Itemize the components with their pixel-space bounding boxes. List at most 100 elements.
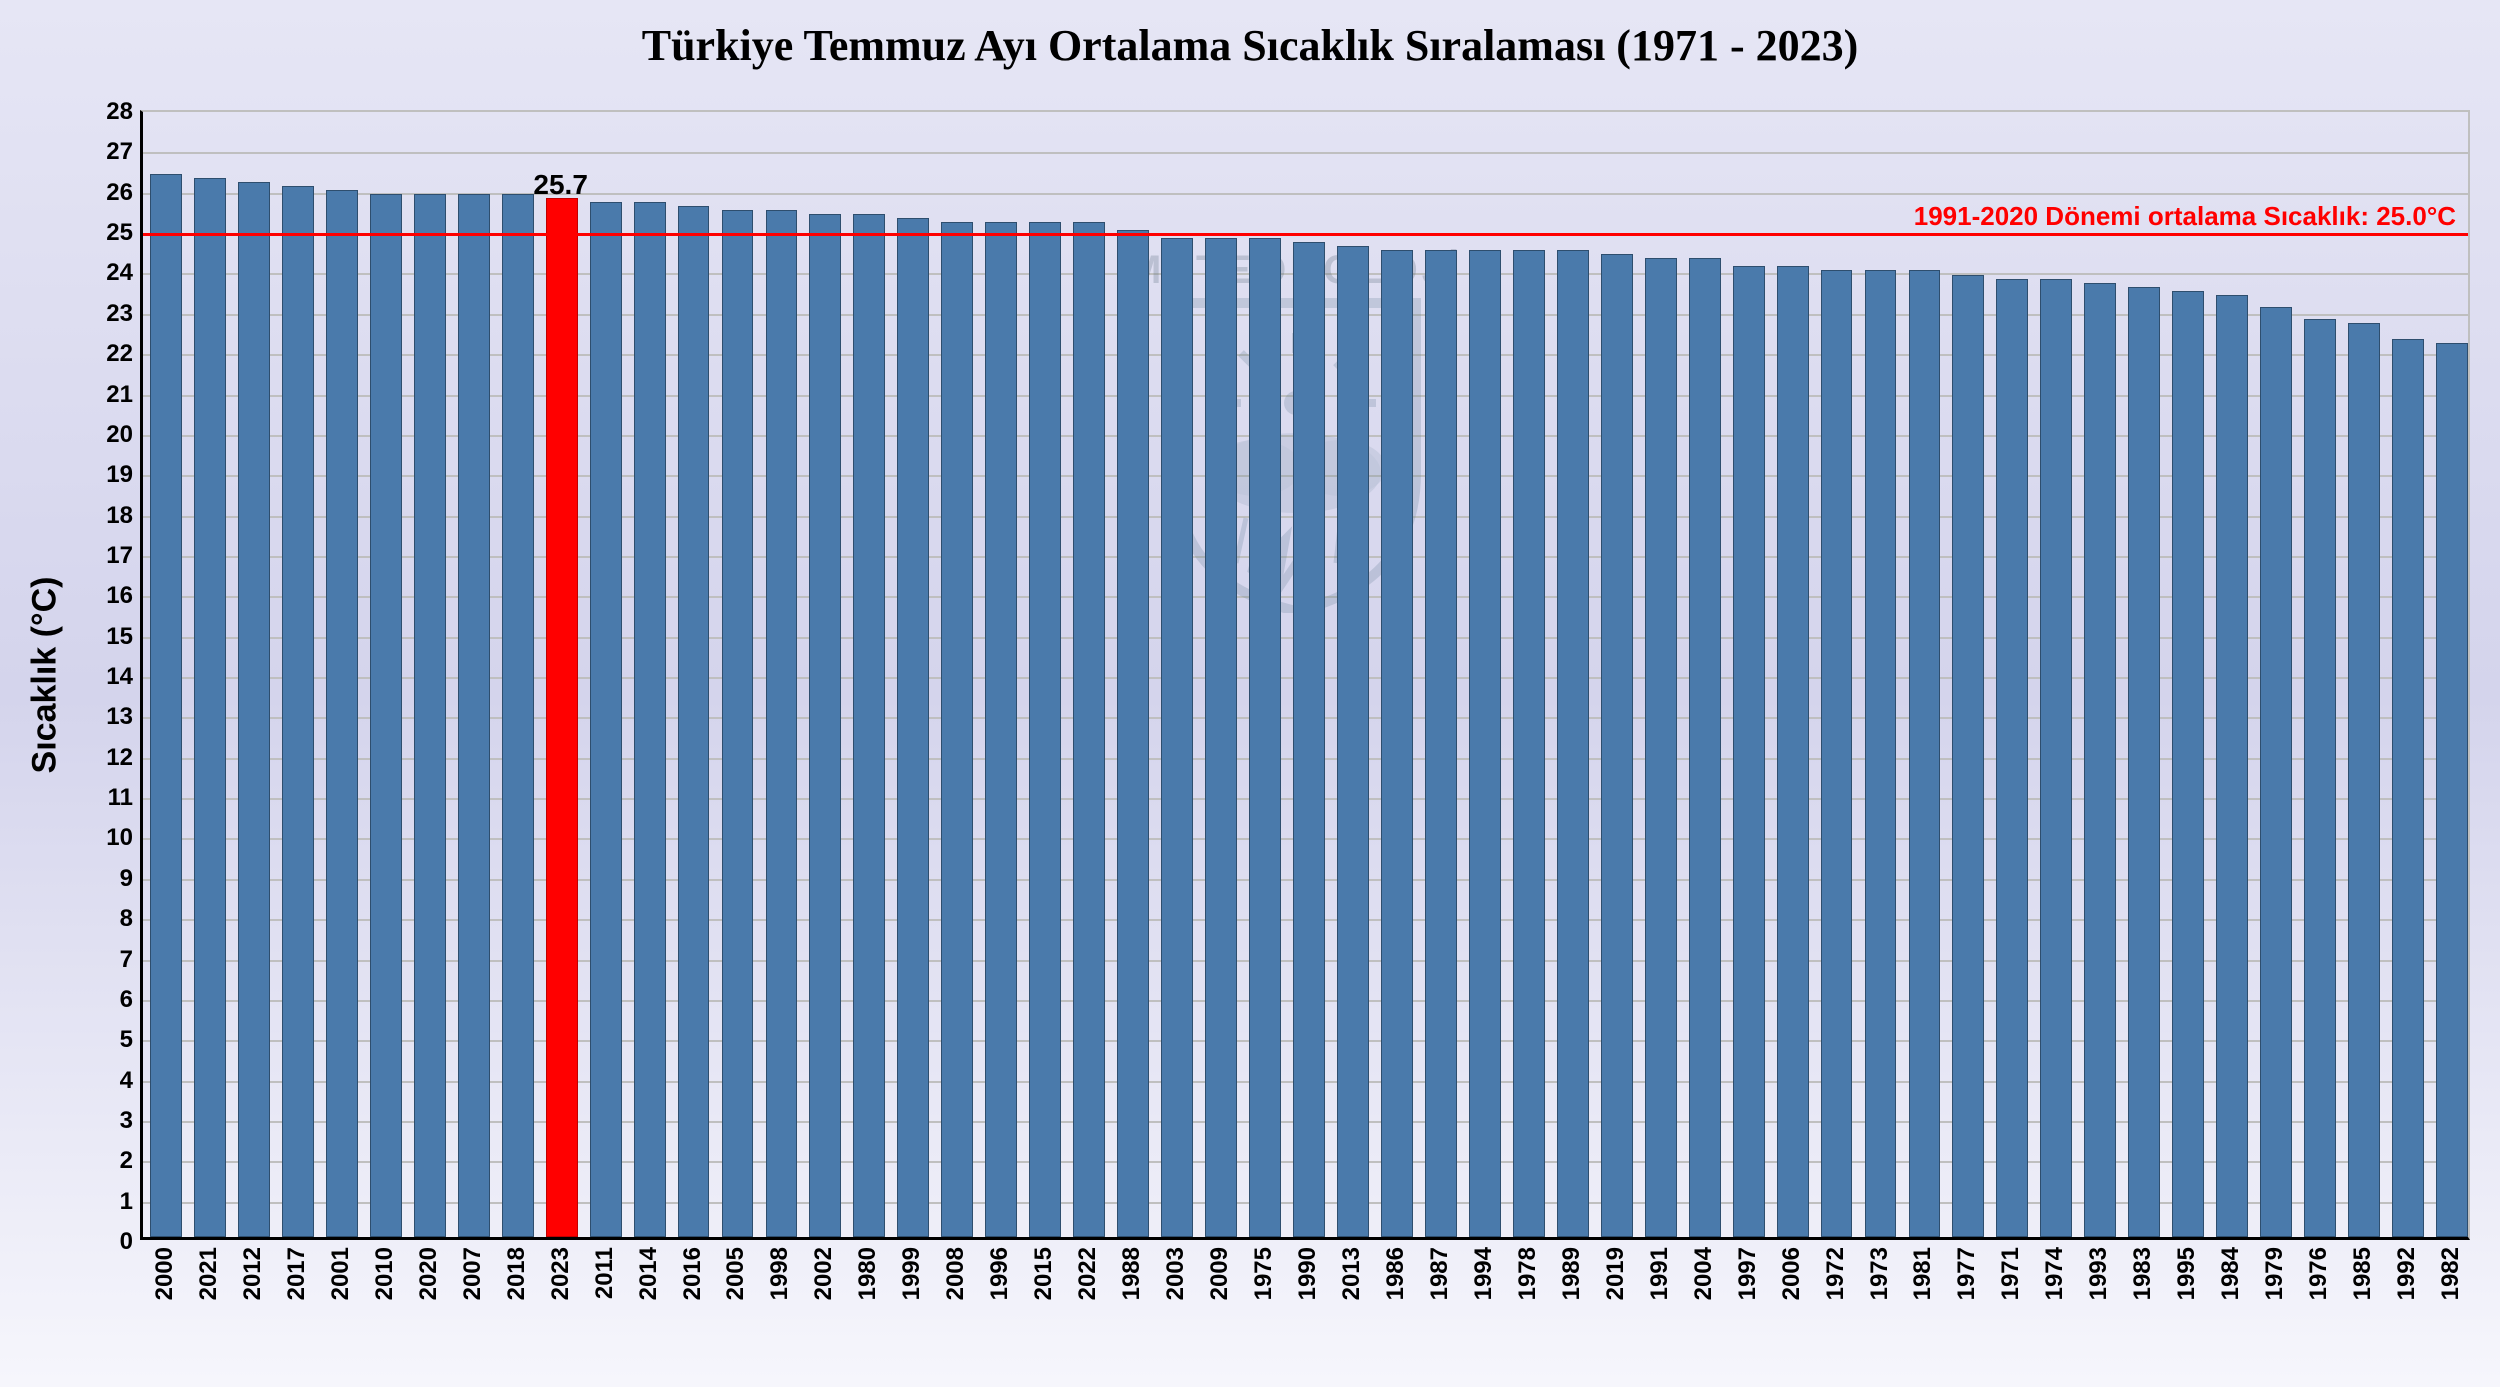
bar xyxy=(2304,319,2336,1237)
x-tick-label: 2007 xyxy=(459,1247,487,1300)
bar xyxy=(458,194,490,1237)
y-tick-label: 20 xyxy=(106,421,143,449)
y-tick-label: 1 xyxy=(120,1188,143,1216)
bar xyxy=(1513,250,1545,1237)
x-tick-label: 2006 xyxy=(1778,1247,1806,1300)
y-tick-label: 27 xyxy=(106,138,143,166)
x-tick-label: 1975 xyxy=(1250,1247,1278,1300)
x-tick-label: 2001 xyxy=(327,1247,355,1300)
x-tick-label: 1994 xyxy=(1470,1247,1498,1300)
x-tick-label: 1985 xyxy=(2349,1247,2377,1300)
bar xyxy=(282,186,314,1237)
plot-area: METEOROLOJİ xyxy=(140,110,2470,1240)
x-tick-label: 2008 xyxy=(942,1247,970,1300)
bar xyxy=(1601,254,1633,1237)
x-tick-label: 2023 xyxy=(547,1247,575,1300)
bar xyxy=(414,194,446,1237)
bar xyxy=(1381,250,1413,1237)
x-tick-label: 1993 xyxy=(2085,1247,2113,1300)
x-tick-label: 1980 xyxy=(854,1247,882,1300)
x-tick-label: 2004 xyxy=(1690,1247,1718,1300)
x-tick-label: 2013 xyxy=(1338,1247,1366,1300)
x-tick-label: 1988 xyxy=(1118,1247,1146,1300)
y-tick-label: 2 xyxy=(120,1147,143,1175)
x-tick-label: 1990 xyxy=(1294,1247,1322,1300)
bar xyxy=(1469,250,1501,1237)
bar xyxy=(2260,307,2292,1237)
x-tick-label: 1971 xyxy=(1997,1247,2025,1300)
y-tick-label: 24 xyxy=(106,259,143,287)
temperature-ranking-chart: Türkiye Temmuz Ayı Ortalama Sıcaklık Sır… xyxy=(0,0,2500,1387)
bar xyxy=(1996,279,2028,1237)
x-tick-label: 2000 xyxy=(151,1247,179,1300)
x-tick-label: 2012 xyxy=(239,1247,267,1300)
bar xyxy=(238,182,270,1237)
bar xyxy=(1557,250,1589,1237)
bar xyxy=(2040,279,2072,1237)
x-tick-label: 1972 xyxy=(1822,1247,1850,1300)
bar xyxy=(1425,250,1457,1237)
bar xyxy=(1249,238,1281,1237)
x-tick-label: 1973 xyxy=(1866,1247,1894,1300)
bar xyxy=(150,174,182,1237)
bar xyxy=(2216,295,2248,1237)
x-tick-label: 1983 xyxy=(2129,1247,2157,1300)
x-tick-label: 2018 xyxy=(503,1247,531,1300)
bar xyxy=(1293,242,1325,1237)
bar xyxy=(809,214,841,1237)
highlight-bar-label: 25.7 xyxy=(533,169,588,201)
y-tick-label: 28 xyxy=(106,98,143,126)
chart-title: Türkiye Temmuz Ayı Ortalama Sıcaklık Sır… xyxy=(0,20,2500,71)
x-tick-label: 2019 xyxy=(1602,1247,1630,1300)
y-tick-label: 9 xyxy=(120,865,143,893)
y-tick-label: 14 xyxy=(106,663,143,691)
y-tick-label: 3 xyxy=(120,1107,143,1135)
bar xyxy=(590,202,622,1237)
bar xyxy=(1073,222,1105,1237)
bar xyxy=(2084,283,2116,1237)
bar xyxy=(1909,270,1941,1237)
y-tick-label: 25 xyxy=(106,219,143,247)
x-tick-label: 1989 xyxy=(1558,1247,1586,1300)
x-tick-label: 2002 xyxy=(810,1247,838,1300)
bar xyxy=(1777,266,1809,1237)
x-tick-label: 1984 xyxy=(2217,1247,2245,1300)
y-tick-label: 26 xyxy=(106,179,143,207)
bar xyxy=(1865,270,1897,1237)
bar xyxy=(985,222,1017,1237)
bar xyxy=(1337,246,1369,1237)
x-tick-label: 1982 xyxy=(2437,1247,2465,1300)
x-tick-label: 2021 xyxy=(195,1247,223,1300)
x-tick-label: 1979 xyxy=(2261,1247,2289,1300)
y-tick-label: 18 xyxy=(106,502,143,530)
x-tick-label: 2020 xyxy=(415,1247,443,1300)
bar xyxy=(941,222,973,1237)
bar xyxy=(2172,291,2204,1237)
y-tick-label: 22 xyxy=(106,340,143,368)
bar xyxy=(766,210,798,1237)
bar xyxy=(2348,323,2380,1237)
x-tick-label: 1997 xyxy=(1734,1247,1762,1300)
x-tick-label: 2011 xyxy=(591,1247,619,1299)
bar xyxy=(502,194,534,1237)
y-axis-title: Sıcaklık (°C) xyxy=(26,577,65,774)
x-tick-label: 1999 xyxy=(898,1247,926,1300)
y-tick-label: 8 xyxy=(120,905,143,933)
bar xyxy=(1645,258,1677,1237)
bar xyxy=(194,178,226,1237)
y-tick-label: 12 xyxy=(106,744,143,772)
x-tick-label: 1995 xyxy=(2173,1247,2201,1300)
bar xyxy=(1821,270,1853,1237)
bar xyxy=(326,190,358,1237)
bar xyxy=(853,214,885,1237)
bar xyxy=(2436,343,2468,1237)
x-tick-label: 1974 xyxy=(2041,1247,2069,1300)
bar xyxy=(370,194,402,1237)
y-tick-label: 19 xyxy=(106,461,143,489)
reference-line-label: 1991-2020 Dönemi ortalama Sıcaklık: 25.0… xyxy=(1914,201,2456,232)
bar xyxy=(678,206,710,1237)
x-tick-label: 1998 xyxy=(766,1247,794,1300)
y-tick-label: 23 xyxy=(106,300,143,328)
bar xyxy=(1733,266,1765,1237)
y-tick-label: 21 xyxy=(106,381,143,409)
